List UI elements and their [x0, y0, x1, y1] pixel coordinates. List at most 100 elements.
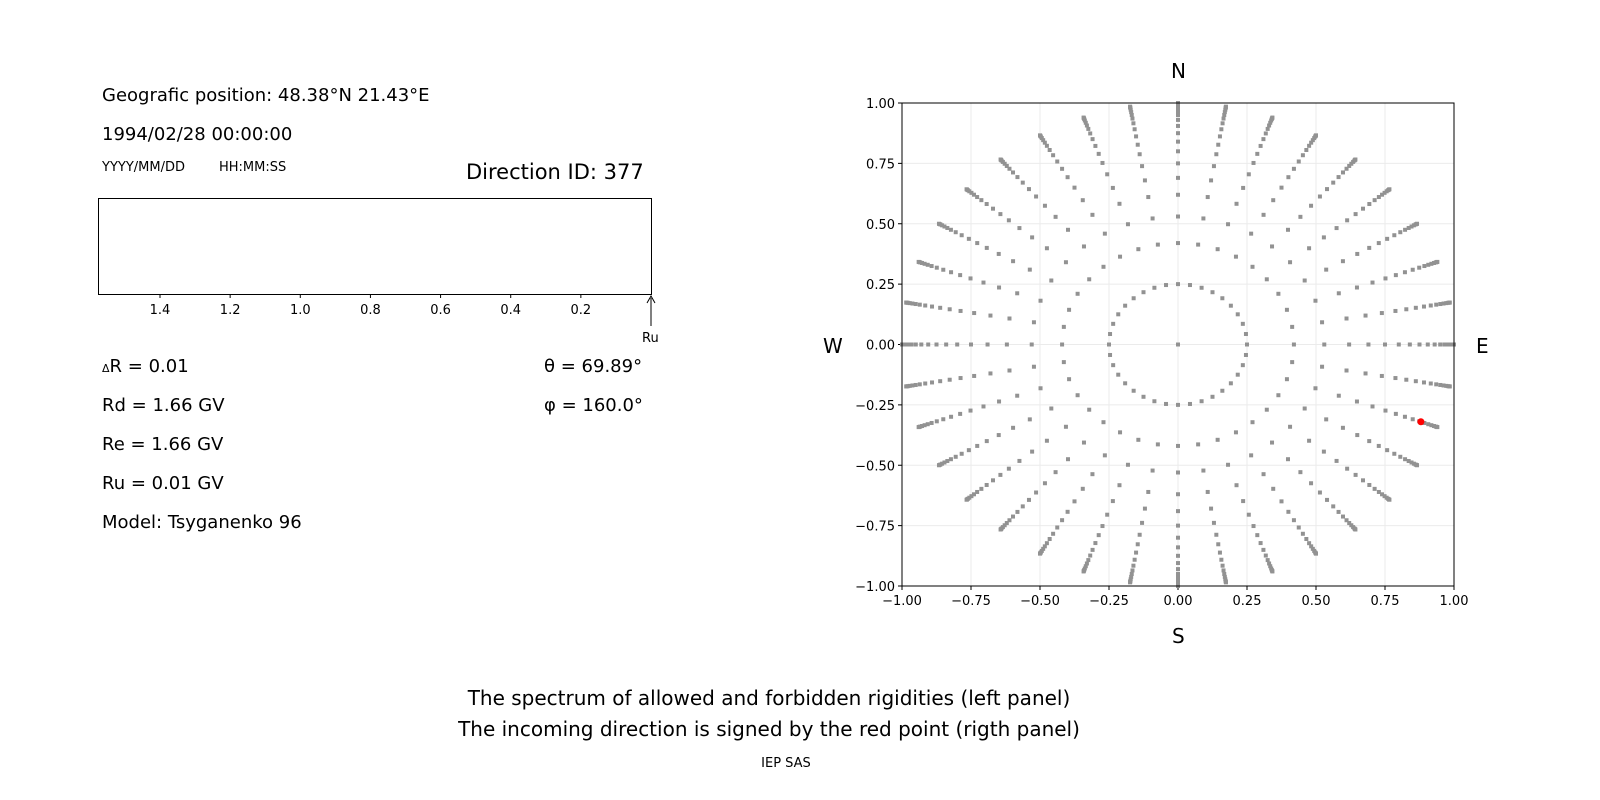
direction-point — [1363, 313, 1368, 318]
y-tick-label: 0.25 — [866, 278, 895, 293]
direction-point — [1176, 109, 1180, 114]
direction-point — [1125, 462, 1130, 467]
direction-point — [1176, 561, 1180, 566]
direction-point — [1100, 160, 1105, 165]
direction-point — [1428, 381, 1433, 386]
direction-point — [1209, 506, 1214, 511]
direction-point — [1307, 541, 1312, 546]
direction-point — [1137, 152, 1142, 157]
direction-point — [979, 198, 984, 203]
direction-point — [1223, 104, 1228, 109]
re-value: Re = 1.66 GV — [102, 434, 224, 455]
direction-point — [1285, 457, 1290, 462]
direction-point — [917, 302, 922, 307]
direction-point — [1086, 558, 1091, 563]
direction-point — [1108, 332, 1113, 337]
direction-point — [1429, 261, 1434, 266]
direction-point — [958, 273, 963, 278]
x-tick-label: −0.75 — [951, 594, 991, 609]
direction-point — [949, 270, 954, 275]
direction-point — [1300, 153, 1305, 158]
direction-point — [1205, 195, 1210, 200]
direction-point — [969, 190, 974, 195]
direction-point — [1141, 394, 1146, 399]
direction-point — [1130, 116, 1135, 121]
direction-point — [1116, 312, 1121, 317]
direction-point — [1066, 227, 1071, 232]
direction-point — [955, 342, 960, 347]
direction-point — [1317, 194, 1322, 199]
direction-point — [913, 342, 918, 347]
direction-point — [1027, 417, 1032, 422]
direction-point — [1382, 494, 1387, 499]
direction-point — [1313, 386, 1318, 391]
direction-point — [1176, 545, 1180, 550]
direction-point — [1049, 278, 1054, 283]
direction-point — [1072, 185, 1077, 190]
direction-point — [1211, 164, 1216, 169]
direction-point — [1176, 492, 1180, 497]
direction-point — [1072, 499, 1077, 504]
direction-point — [910, 301, 915, 306]
direction-point — [1442, 342, 1447, 347]
direction-point — [964, 497, 969, 502]
direction-point — [998, 212, 1003, 217]
direction-point — [1276, 291, 1281, 296]
direction-point — [1176, 535, 1180, 540]
direction-point — [1255, 533, 1260, 538]
direction-point — [1290, 360, 1295, 365]
direction-point — [971, 192, 976, 197]
direction-point — [1421, 304, 1426, 309]
direction-point — [1131, 563, 1136, 568]
direction-point — [1354, 285, 1359, 290]
direction-point — [1298, 214, 1303, 219]
direction-point — [910, 383, 915, 388]
direction-point — [1042, 140, 1047, 145]
direction-point — [984, 439, 989, 444]
direction-point — [991, 478, 996, 483]
direction-point — [1435, 259, 1440, 264]
direction-point — [1285, 227, 1290, 232]
direction-point — [1340, 170, 1345, 175]
direction-point — [1007, 166, 1012, 171]
direction-point — [1011, 259, 1016, 264]
direction-point — [1222, 110, 1227, 115]
direction-point — [1428, 303, 1433, 308]
direction-point — [1241, 185, 1246, 190]
direction-point — [1268, 120, 1273, 125]
direction-point — [1353, 157, 1358, 162]
direction-point — [1102, 453, 1107, 458]
direction-point — [1372, 198, 1377, 203]
direction-point — [1387, 187, 1392, 192]
direction-point — [1123, 381, 1128, 386]
direction-point — [1176, 123, 1180, 128]
direction-point — [996, 251, 1001, 256]
direction-point — [1265, 126, 1270, 131]
direction-point — [1223, 580, 1228, 585]
direction-point — [1111, 363, 1116, 368]
direction-point — [1066, 457, 1071, 462]
direction-point — [1131, 121, 1136, 126]
direction-point — [981, 280, 986, 285]
direction-id: Direction ID: 377 — [466, 160, 644, 184]
caption-line-1: The spectrum of allowed and forbidden ri… — [467, 686, 1071, 710]
direction-point — [1111, 321, 1116, 326]
direction-point — [1129, 112, 1134, 117]
direction-point — [913, 382, 918, 387]
model: Model: Tsyganenko 96 — [102, 512, 302, 533]
direction-point — [1150, 216, 1155, 221]
direction-point — [938, 305, 943, 310]
direction-point — [929, 420, 934, 425]
direction-point — [1355, 251, 1360, 256]
direction-point — [1234, 483, 1239, 488]
direction-point — [1130, 568, 1135, 573]
direction-point — [1264, 407, 1269, 412]
direction-point — [1435, 425, 1440, 430]
direction-point — [1201, 216, 1206, 221]
direction-point — [1041, 546, 1046, 551]
direction-point — [1291, 166, 1296, 171]
direction-point — [1321, 449, 1326, 454]
spectrum-tick-label: 0.6 — [430, 303, 451, 318]
direction-point — [1376, 195, 1381, 200]
direction-point — [1038, 298, 1043, 303]
